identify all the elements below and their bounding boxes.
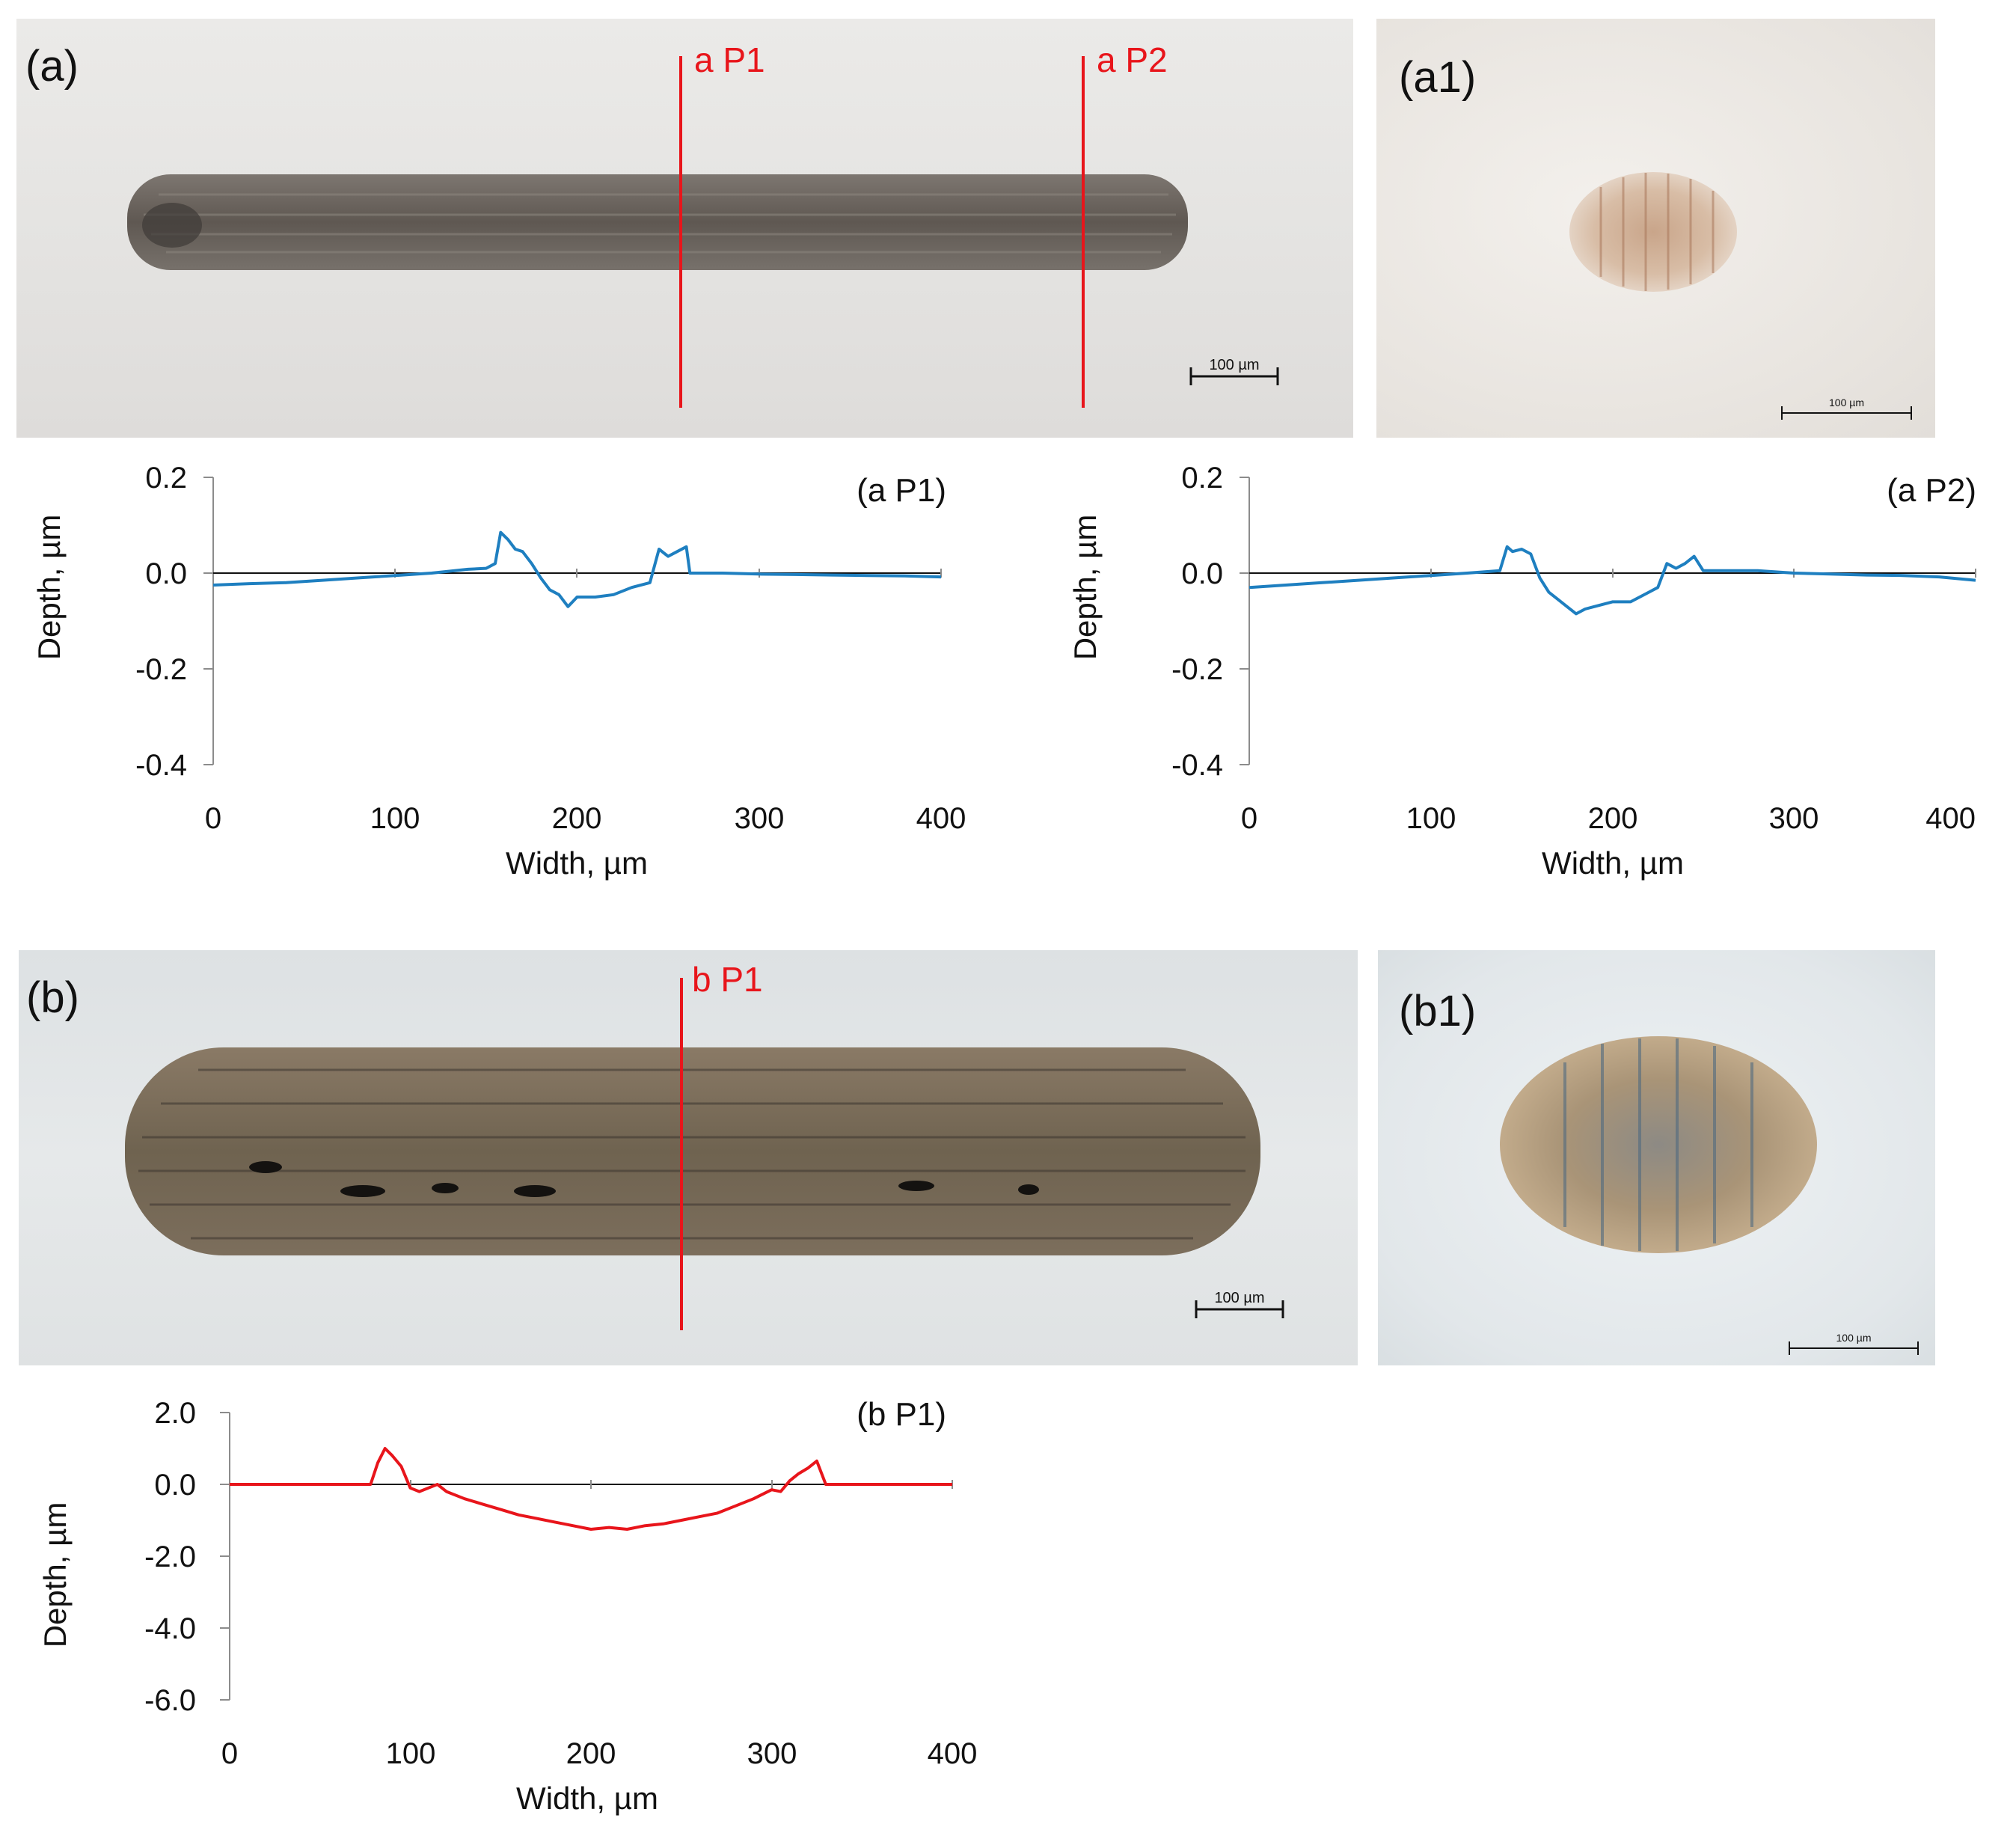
- y-axis-label: Depth, µm: [1067, 515, 1103, 661]
- y-ticks: [203, 477, 213, 765]
- x-tick-label: 400: [1925, 802, 1976, 835]
- y-tick-label: -0.2: [135, 653, 187, 686]
- y-axis-label: Depth, µm: [31, 515, 67, 661]
- chart-title: (a P2): [1887, 472, 1976, 509]
- panel-label-b1: (b1): [1399, 987, 1477, 1035]
- y-tick-label: -6.0: [144, 1684, 196, 1717]
- y-tick-label: 2.0: [154, 1397, 196, 1430]
- wear-grooves: [138, 1068, 1246, 1240]
- y-axis-label: Depth, µm: [37, 1502, 73, 1648]
- micrograph-b1: (b1) 100 µm: [1378, 950, 1935, 1365]
- scale-bar-b1: [1789, 1341, 1919, 1355]
- series-layer: [212, 530, 942, 608]
- x-tick-label: 0: [221, 1737, 238, 1770]
- scale-bar-a: [1189, 367, 1279, 385]
- y-ticks: [1240, 477, 1249, 765]
- x-tick-label: 400: [928, 1737, 978, 1770]
- profile-label-a-p2: a P2: [1097, 40, 1168, 79]
- series-layer: [1248, 545, 1976, 616]
- y-tick-label: 0.0: [154, 1469, 196, 1502]
- panel-label-a1: (a1): [1399, 53, 1477, 102]
- y-ticks: [220, 1412, 230, 1701]
- wear-grooves: [1599, 173, 1715, 291]
- y-tick-label: 0.2: [1181, 462, 1223, 495]
- profile-label-b-p1: b P1: [692, 960, 763, 999]
- x-tick-label: 400: [916, 802, 966, 835]
- x-tick-label: 200: [1588, 802, 1638, 835]
- x-tick-label: 200: [552, 802, 602, 835]
- wear-track-b: [125, 978, 1284, 1330]
- y-tick-label: 0.0: [145, 557, 187, 590]
- x-tick-label: 300: [1769, 802, 1819, 835]
- wear-grooves: [144, 193, 1176, 254]
- micrograph-b: (b) b P1 100 µm: [19, 950, 1358, 1365]
- scale-bar-label-a: 100 µm: [1209, 357, 1260, 373]
- chart-title: (a P1): [857, 472, 946, 509]
- depth-profile-line: [230, 1447, 952, 1531]
- y-tick-label: 0.0: [1181, 557, 1223, 590]
- series-layer: [230, 1447, 952, 1531]
- wear-spot-b1: [1500, 1036, 1919, 1355]
- x-tick-label: 100: [370, 802, 420, 835]
- x-axis-label: Width, µm: [1542, 845, 1684, 881]
- scale-bar-label-a1: 100 µm: [1829, 397, 1864, 409]
- scale-bar-label-b1: 100 µm: [1836, 1332, 1872, 1344]
- panel-label-b: (b): [26, 973, 79, 1022]
- wear-scar: [127, 174, 1188, 270]
- chart-title: (b P1): [857, 1396, 946, 1433]
- micrograph-a1: (a1) 100 µm: [1376, 19, 1935, 438]
- x-tick-label: 200: [566, 1737, 616, 1770]
- scale-bar-b: [1195, 1300, 1284, 1318]
- y-tick-label: -0.2: [1171, 653, 1223, 686]
- wear-scar: [1500, 1036, 1817, 1253]
- x-tick-label: 300: [735, 802, 785, 835]
- wear-track-a: [127, 56, 1279, 408]
- x-tick-label: 100: [1406, 802, 1456, 835]
- y-tick-label: -2.0: [144, 1540, 196, 1573]
- depth-profile-line: [212, 530, 942, 608]
- x-tick-label: 0: [205, 802, 221, 835]
- wear-pits: [249, 1161, 1039, 1197]
- x-tick-label: 300: [747, 1737, 797, 1770]
- profile-chart-a-p2: 0.2 0.0 -0.2 -0.4 0 100 200 300 400 Widt…: [1067, 462, 1976, 881]
- profile-chart-b-p1: 2.0 0.0 -2.0 -4.0 -6.0 0 100 200 300 400…: [37, 1396, 978, 1816]
- scale-bar-label-b: 100 µm: [1214, 1290, 1265, 1306]
- y-tick-label: -0.4: [135, 749, 187, 782]
- y-tick-label: -4.0: [144, 1612, 196, 1645]
- x-axis-label: Width, µm: [516, 1781, 658, 1816]
- y-tick-label: -0.4: [1171, 749, 1223, 782]
- panel-label-a: (a): [25, 42, 79, 91]
- wear-scar: [1569, 172, 1737, 292]
- y-tick-label: 0.2: [145, 462, 187, 495]
- profile-label-a-p1: a P1: [694, 40, 765, 79]
- depth-profile-line: [1248, 545, 1976, 616]
- x-axis-label: Width, µm: [506, 845, 648, 881]
- profile-chart-a-p1: 0.2 0.0 -0.2 -0.4 0 100 200 300 400 Widt…: [31, 462, 966, 881]
- x-tick-label: 0: [1241, 802, 1257, 835]
- wear-grooves: [1563, 1038, 1753, 1251]
- x-tick-label: 100: [386, 1737, 436, 1770]
- scale-bar-a1: [1781, 406, 1912, 420]
- wear-spot-a1: [1569, 172, 1912, 420]
- micrograph-a: (a) a P1 a P2 100 µm: [16, 19, 1353, 438]
- wear-scar: [125, 1047, 1260, 1255]
